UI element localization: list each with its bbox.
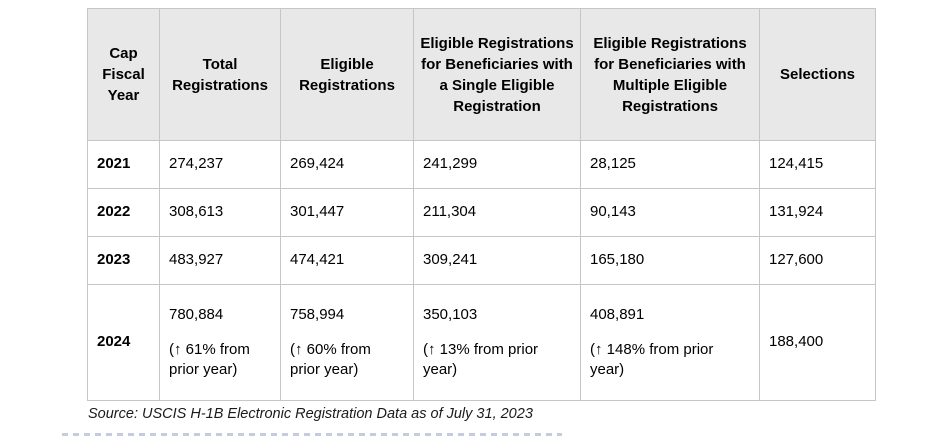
cell-2021-multiple: 28,125	[580, 140, 760, 189]
cell-2023-multiple: 165,180	[580, 236, 760, 285]
cell-2023-eligible: 474,421	[280, 236, 414, 285]
cell-2024-year: 2024	[87, 284, 160, 401]
cell-2022-multiple: 90,143	[580, 188, 760, 237]
cell-2024-multiple-value: 408,891	[590, 305, 645, 323]
cell-2021-total: 274,237	[159, 140, 281, 189]
cell-2023-single: 309,241	[413, 236, 581, 285]
cell-2024-total-note: (↑ 61% from prior year)	[169, 340, 250, 379]
column-header-eligible-registrations: Eligible Registrations	[280, 8, 414, 141]
column-header-single-eligible: Eligible Registrations for Beneficiaries…	[413, 8, 581, 141]
cell-2024-multiple: 408,891 (↑ 148% from prior year)	[580, 284, 760, 401]
cell-2024-single-value: 350,103	[423, 305, 478, 323]
cell-2021-selections: 124,415	[759, 140, 876, 189]
cell-2023-year: 2023	[87, 236, 160, 285]
header-row: Cap Fiscal Year Total Registrations Elig…	[87, 8, 876, 141]
column-header-multiple-eligible: Eligible Registrations for Beneficiaries…	[580, 8, 760, 141]
cell-2024-total: 780,884 (↑ 61% from prior year)	[159, 284, 281, 401]
cell-2023-total: 483,927	[159, 236, 281, 285]
cell-2022-selections: 131,924	[759, 188, 876, 237]
cell-2024-single: 350,103 (↑ 13% from prior year)	[413, 284, 581, 401]
column-header-total-registrations: Total Registrations	[159, 8, 281, 141]
cell-2024-eligible: 758,994 (↑ 60% from prior year)	[280, 284, 414, 401]
cell-2023-selections: 127,600	[759, 236, 876, 285]
column-header-cap-fiscal-year: Cap Fiscal Year	[87, 8, 160, 141]
cell-2024-eligible-note: (↑ 60% from prior year)	[290, 340, 371, 379]
clipped-text-remnant	[62, 433, 562, 436]
cell-2021-single: 241,299	[413, 140, 581, 189]
source-note: Source: USCIS H-1B Electronic Registrati…	[88, 406, 533, 422]
cell-2024-multiple-note: (↑ 148% from prior year)	[590, 340, 714, 379]
table-row-2021: 2021 274,237 269,424 241,299 28,125 124,…	[87, 140, 876, 189]
cell-2024-single-note: (↑ 13% from prior year)	[423, 340, 539, 379]
cell-2024-eligible-value: 758,994	[290, 305, 345, 323]
cell-2021-year: 2021	[87, 140, 160, 189]
h1b-registrations-table: Cap Fiscal Year Total Registrations Elig…	[87, 8, 876, 401]
column-header-selections: Selections	[759, 8, 876, 141]
cell-2022-year: 2022	[87, 188, 160, 237]
cell-2022-eligible: 301,447	[280, 188, 414, 237]
table-row-2022: 2022 308,613 301,447 211,304 90,143 131,…	[87, 188, 876, 237]
cell-2021-eligible: 269,424	[280, 140, 414, 189]
cell-2022-single: 211,304	[413, 188, 581, 237]
cell-2024-selections: 188,400	[759, 284, 876, 401]
cell-2024-total-value: 780,884	[169, 305, 224, 323]
table-row-2024: 2024 780,884 (↑ 61% from prior year) 758…	[87, 284, 876, 401]
cell-2022-total: 308,613	[159, 188, 281, 237]
table-row-2023: 2023 483,927 474,421 309,241 165,180 127…	[87, 236, 876, 285]
